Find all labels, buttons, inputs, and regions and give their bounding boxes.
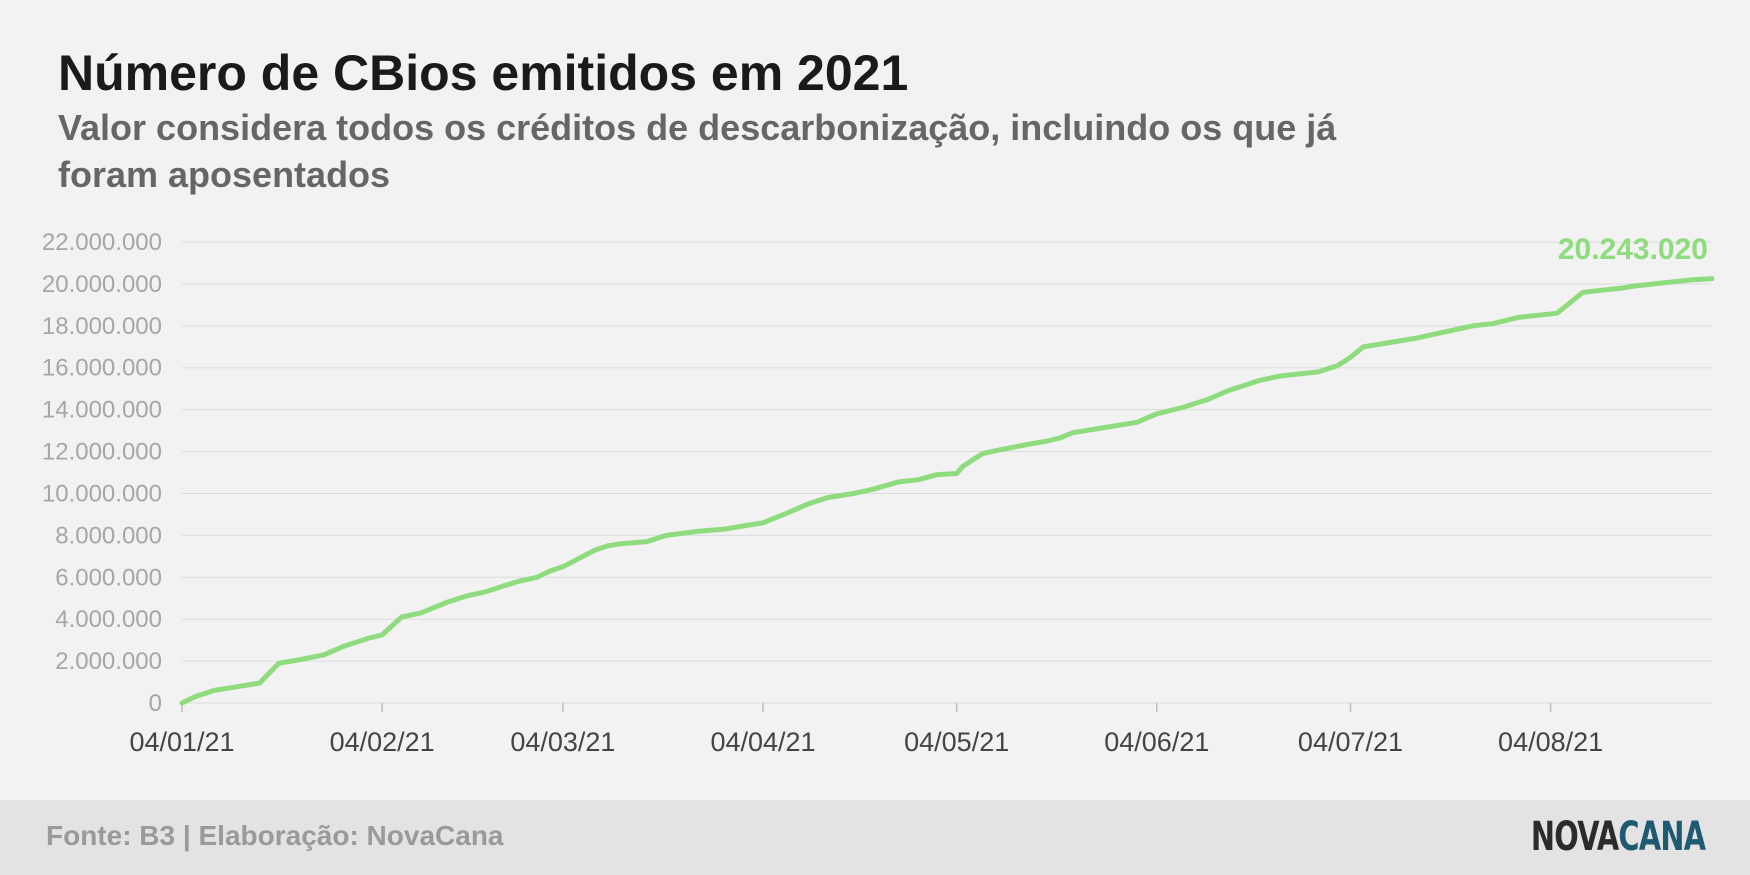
y-tick-label: 14.000.000 <box>42 397 162 424</box>
y-tick-label: 12.000.000 <box>42 439 162 466</box>
line-chart: 0 2.000.000 4.000.000 6.000.000 8.000.000 10.… <box>42 229 1715 757</box>
y-tick-label: 8.000.000 <box>55 522 162 549</box>
x-tick-label: 04/03/21 <box>510 727 615 757</box>
annotation-layer: 20.243.020 <box>1558 233 1708 266</box>
novacana-logo: NOVACANA <box>1530 814 1706 860</box>
y-tick-label: 0 <box>149 690 162 717</box>
y-tick-label: 16.000.000 <box>42 355 162 382</box>
gridlines <box>182 241 1712 704</box>
logo-text-nova: NOVA <box>1530 814 1619 860</box>
x-tick-label: 04/08/21 <box>1498 727 1603 757</box>
y-tick-label: 22.000.000 <box>42 229 162 256</box>
chart-title: Número de CBios emitidos em 2021 <box>58 45 909 101</box>
y-tick-label: 10.000.000 <box>42 480 162 507</box>
x-tick-label: 04/02/21 <box>330 727 435 757</box>
x-tick-label: 04/04/21 <box>710 727 815 757</box>
y-tick-label: 6.000.000 <box>55 564 162 591</box>
logo-text-cana: CANA <box>1618 814 1706 860</box>
source-note: Fonte: B3 | Elaboração: NovaCana <box>46 820 504 851</box>
y-tick-label: 4.000.000 <box>55 606 162 633</box>
series-layer <box>179 276 1715 706</box>
x-tick-label: 04/01/21 <box>129 727 234 757</box>
end-value-label: 20.243.020 <box>1558 233 1708 266</box>
series-line <box>179 276 1715 706</box>
footer: Fonte: B3 | Elaboração: NovaCana NOVACAN… <box>0 800 1750 875</box>
y-tick-label: 20.000.000 <box>42 271 162 298</box>
x-tick-label: 04/06/21 <box>1104 727 1209 757</box>
y-tick-label: 2.000.000 <box>55 648 162 675</box>
x-tick-label: 04/05/21 <box>904 727 1009 757</box>
x-tick-label: 04/07/21 <box>1298 727 1403 757</box>
y-axis-ticks: 0 2.000.000 4.000.000 6.000.000 8.000.000 10.… <box>42 229 162 717</box>
x-axis-ticks: 04/01/21 04/02/21 04/03/21 04/04/21 04/05/21… <box>129 703 1603 757</box>
chart-subtitle: Valor considera todos os créditos de des… <box>58 107 1337 195</box>
y-tick-label: 18.000.000 <box>42 313 162 340</box>
